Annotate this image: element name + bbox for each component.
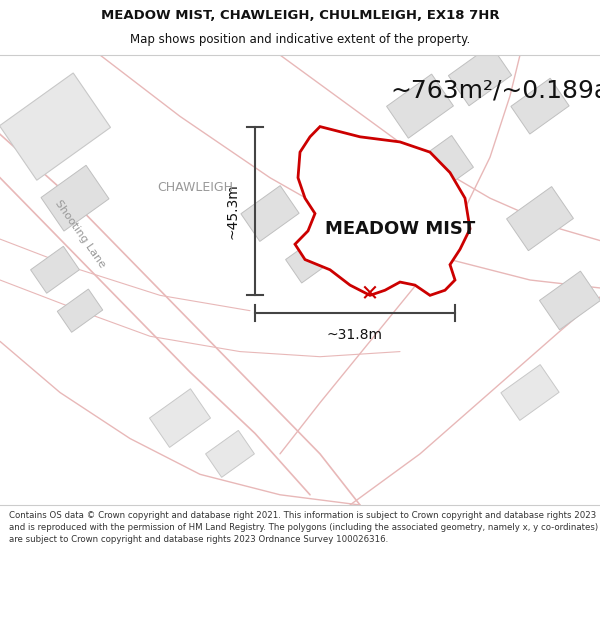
Polygon shape (407, 136, 473, 199)
Polygon shape (149, 389, 211, 448)
Polygon shape (41, 165, 109, 231)
Polygon shape (448, 45, 512, 106)
Polygon shape (358, 198, 422, 260)
Polygon shape (31, 246, 79, 293)
Polygon shape (286, 236, 334, 283)
Text: Shooting Lane: Shooting Lane (53, 198, 107, 269)
Polygon shape (539, 271, 600, 330)
Polygon shape (511, 78, 569, 134)
Text: Contains OS data © Crown copyright and database right 2021. This information is : Contains OS data © Crown copyright and d… (9, 511, 598, 544)
Polygon shape (386, 74, 454, 138)
Text: ~31.8m: ~31.8m (327, 328, 383, 342)
Text: CHAWLEIGH: CHAWLEIGH (157, 181, 233, 194)
Polygon shape (506, 187, 574, 251)
Text: Map shows position and indicative extent of the property.: Map shows position and indicative extent… (130, 33, 470, 46)
Text: ~45.3m: ~45.3m (226, 183, 240, 239)
Polygon shape (295, 127, 470, 296)
Text: ~763m²/~0.189ac.: ~763m²/~0.189ac. (390, 79, 600, 102)
Polygon shape (57, 289, 103, 332)
Polygon shape (0, 73, 110, 180)
Text: MEADOW MIST, CHAWLEIGH, CHULMLEIGH, EX18 7HR: MEADOW MIST, CHAWLEIGH, CHULMLEIGH, EX18… (101, 9, 499, 22)
Polygon shape (241, 186, 299, 241)
Text: MEADOW MIST: MEADOW MIST (325, 220, 475, 238)
Polygon shape (206, 431, 254, 478)
Polygon shape (501, 364, 559, 421)
